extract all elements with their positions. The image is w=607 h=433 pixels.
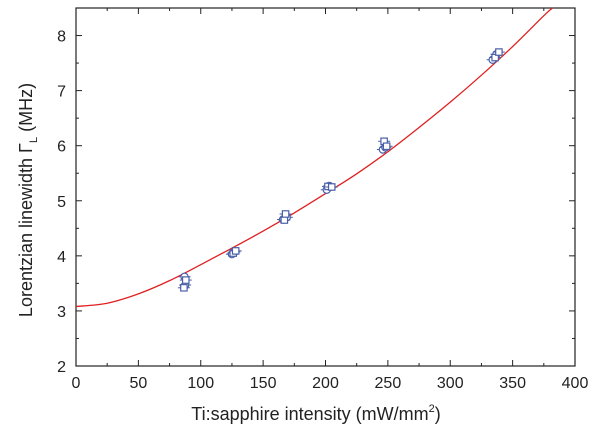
y-axis-ticks: 2 3 4 5 6 7 8 [57, 7, 575, 376]
x-tick-label: 250 [375, 375, 402, 392]
y-tick-label: 3 [57, 304, 66, 321]
x-axis-ticks: 0 50 100 150 200 250 300 350 400 [72, 8, 589, 392]
x-tick-label: 350 [499, 375, 526, 392]
data-point-square [180, 283, 188, 292]
x-tick-label: 0 [72, 375, 81, 392]
fit-curve-group [75, 7, 553, 308]
y-tick-label: 5 [57, 194, 66, 211]
data-point-square [382, 142, 391, 151]
data-points-group [177, 48, 505, 292]
x-axis-label: Ti:sapphire intensity (mW/mm2) [191, 403, 441, 424]
x-tick-label: 200 [312, 375, 339, 392]
data-point-square [181, 276, 190, 284]
y-tick-label: 8 [57, 29, 66, 46]
data-point-square [281, 210, 290, 218]
y-axis-label: Lorentzian linewidth ΓL (MHz) [16, 83, 40, 317]
fit-curve [75, 7, 553, 308]
x-tick-label: 50 [129, 375, 147, 392]
data-point-square [495, 48, 503, 56]
x-tick-label: 400 [562, 375, 589, 392]
x-tick-label: 300 [437, 375, 464, 392]
y-tick-label: 7 [57, 84, 66, 101]
y-tick-label: 6 [57, 139, 66, 156]
data-point-square [231, 247, 240, 255]
y-tick-label: 4 [57, 249, 66, 266]
y-tick-label: 2 [57, 359, 66, 376]
x-tick-label: 150 [250, 375, 277, 392]
x-tick-label: 100 [187, 375, 214, 392]
data-point-square [327, 183, 336, 191]
data-point-square [280, 216, 289, 224]
